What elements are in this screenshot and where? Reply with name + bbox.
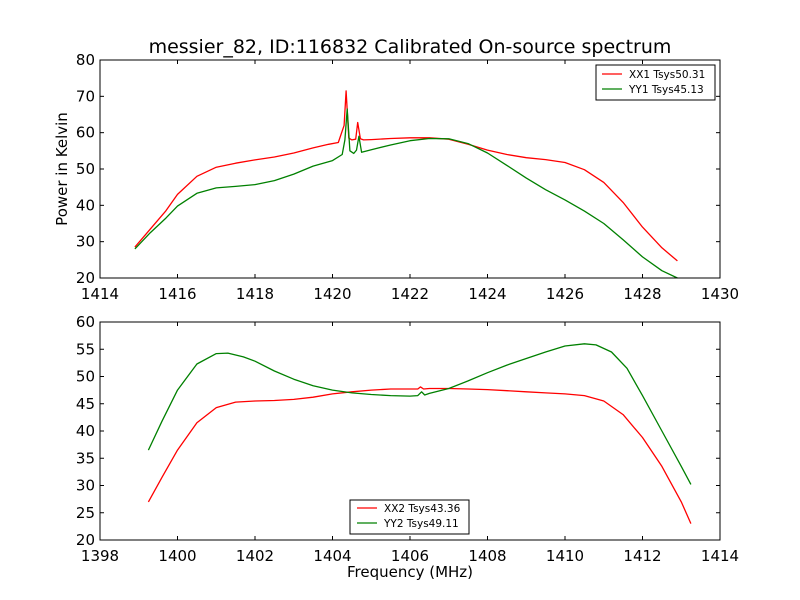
top-y-axis-label: Power in Kelvin [53, 112, 71, 226]
top-series-line-1 [134, 108, 678, 279]
top-ticks: 1414 1416 1418 1420 1422 1424 1426 1428 1430 20 30… [76, 51, 739, 303]
bottom-y-tick-label-0: 20 [76, 531, 95, 549]
bottom-y-tick-label-5: 45 [76, 395, 95, 413]
bottom-y-tick-label-4: 40 [76, 422, 95, 440]
bottom-x-tick-label-8: 1414 [701, 547, 739, 565]
chart-title: messier_82, ID:116832 Calibrated On-sour… [149, 36, 672, 58]
x-axis-label: Frequency (MHz) [347, 563, 473, 581]
top-series-line-0 [134, 90, 678, 262]
top-x-tick-label-2: 1418 [236, 285, 274, 303]
bottom-y-tick-label-6: 50 [76, 368, 95, 386]
bottom-series-layer [147, 343, 692, 524]
bottom-x-tick-label-0: 1398 [81, 547, 119, 565]
top-y-tick-label-2: 40 [76, 196, 95, 214]
top-y-tick-label-6: 80 [76, 51, 95, 69]
top-x-tick-label-5: 1424 [468, 285, 506, 303]
bottom-x-tick-label-4: 1406 [391, 547, 429, 565]
bottom-ticks: 1398 1400 1402 1404 1406 1408 1410 1412 1414 20 25… [76, 313, 739, 565]
bottom-x-tick-label-7: 1412 [623, 547, 661, 565]
bottom-x-tick-label-6: 1410 [546, 547, 584, 565]
top-series-layer [134, 90, 678, 279]
legend-label-yy1: YY1 Tsys45.13 [628, 84, 704, 96]
bottom-x-tick-label-1: 1400 [158, 547, 196, 565]
top-y-tick-label-3: 50 [76, 160, 95, 178]
bottom-y-tick-label-2: 30 [76, 477, 95, 495]
bottom-y-tick-label-3: 35 [76, 449, 95, 467]
top-y-tick-label-0: 20 [76, 269, 95, 287]
bottom-x-tick-label-2: 1402 [236, 547, 274, 565]
top-legend: XX1 Tsys50.31 YY1 Tsys45.13 [595, 64, 716, 101]
top-x-tick-label-1: 1416 [158, 285, 196, 303]
top-y-tick-label-5: 70 [76, 87, 95, 105]
top-y-tick-label-4: 60 [76, 124, 95, 142]
bottom-legend-box [349, 499, 470, 535]
bottom-series-line-1 [147, 343, 692, 485]
bottom-y-tick-label-8: 60 [76, 313, 95, 331]
top-x-tick-label-6: 1426 [546, 285, 584, 303]
bottom-x-tick-label-3: 1404 [313, 547, 351, 565]
top-x-tick-label-8: 1430 [701, 285, 739, 303]
bottom-y-tick-label-7: 55 [76, 340, 95, 358]
top-x-tick-label-7: 1428 [623, 285, 661, 303]
top-x-tick-label-4: 1422 [391, 285, 429, 303]
bottom-y-tick-label-1: 25 [76, 504, 95, 522]
bottom-legend: XX2 Tsys43.36 YY2 Tsys49.11 [349, 499, 470, 535]
top-spectrum-panel: 1414 1416 1418 1420 1422 1424 1426 1428 1430 20 30… [53, 51, 739, 303]
legend-label-xx2: XX2 Tsys43.36 [384, 503, 461, 515]
top-y-tick-label-1: 30 [76, 233, 95, 251]
top-x-tick-label-3: 1420 [313, 285, 351, 303]
legend-label-xx1: XX1 Tsys50.31 [629, 69, 705, 81]
bottom-x-tick-label-5: 1408 [468, 547, 506, 565]
top-x-tick-label-0: 1414 [81, 285, 119, 303]
bottom-spectrum-panel: 1398 1400 1402 1404 1406 1408 1410 1412 1414 20 25… [76, 313, 739, 581]
legend-label-yy2: YY2 Tsys49.11 [383, 518, 459, 530]
top-legend-box [595, 64, 716, 101]
bottom-series-line-0 [147, 386, 692, 524]
